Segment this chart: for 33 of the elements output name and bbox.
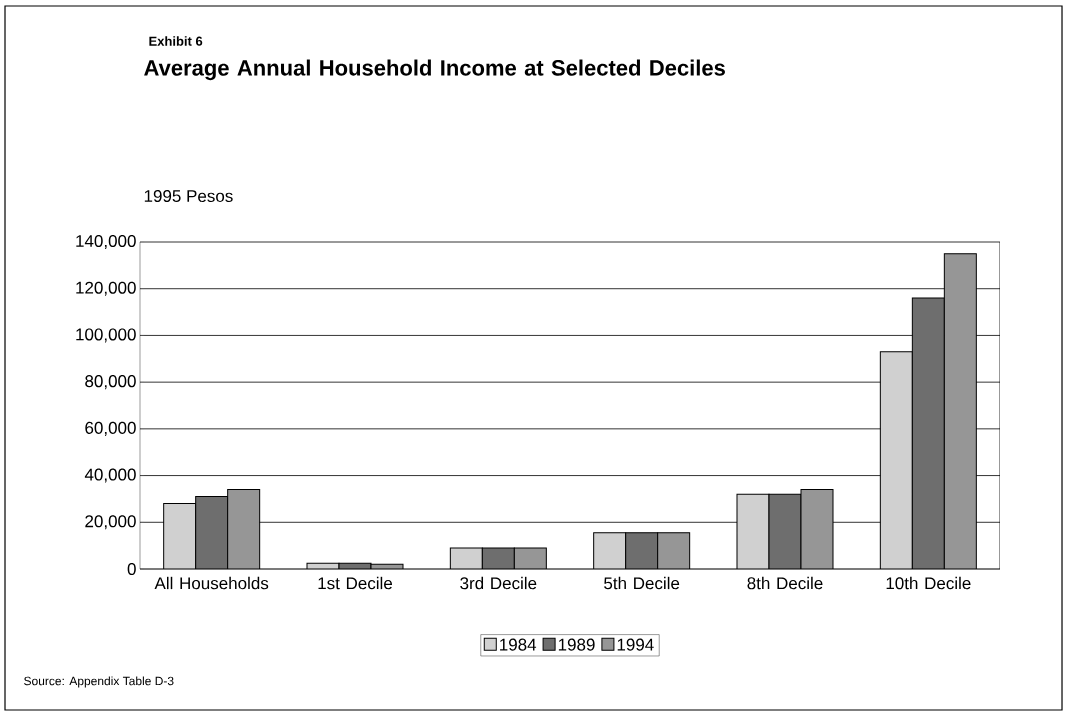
x-tick-label: 8th Decile [747, 576, 823, 590]
y-tick-label: 0 [127, 562, 136, 576]
bar [227, 489, 261, 569]
bar [879, 351, 913, 569]
bar [800, 489, 834, 569]
y-tick-label: 100,000 [76, 328, 136, 343]
x-tick-label: All Households [154, 576, 269, 590]
bar [911, 297, 945, 569]
bar [195, 496, 229, 569]
bar [593, 532, 627, 569]
x-tick-label: 1st Decile [318, 576, 393, 590]
bar [768, 493, 802, 569]
text: Exhibit 6 [149, 36, 203, 46]
x-tick-label: 10th Decile [886, 576, 971, 590]
bar [736, 493, 770, 569]
bar [943, 253, 977, 569]
y-tick-label: 140,000 [76, 234, 136, 250]
legend-label: 1984 [500, 638, 537, 651]
bar [163, 503, 197, 569]
chart-title: Average Annual Household Income at Selected Deciles [144, 59, 725, 81]
legend-label: 1994 [617, 638, 654, 651]
bar [625, 532, 659, 569]
y-tick-label: 20,000 [85, 515, 136, 530]
bar [657, 532, 691, 569]
y-tick-label: 120,000 [76, 281, 136, 296]
y-tick-label: 40,000 [84, 468, 136, 483]
x-tick-label: 5th Decile [604, 576, 680, 590]
y-tick-label: 60,000 [85, 421, 136, 436]
x-tick-label: 3rd Decile [460, 576, 537, 590]
y-tick-label: 80,000 [85, 375, 136, 390]
legend-label: 1989 [558, 638, 595, 651]
y-axis-title: 1995 Pesos [144, 189, 233, 203]
source-note: Source: Appendix Table D-3 [24, 676, 174, 688]
